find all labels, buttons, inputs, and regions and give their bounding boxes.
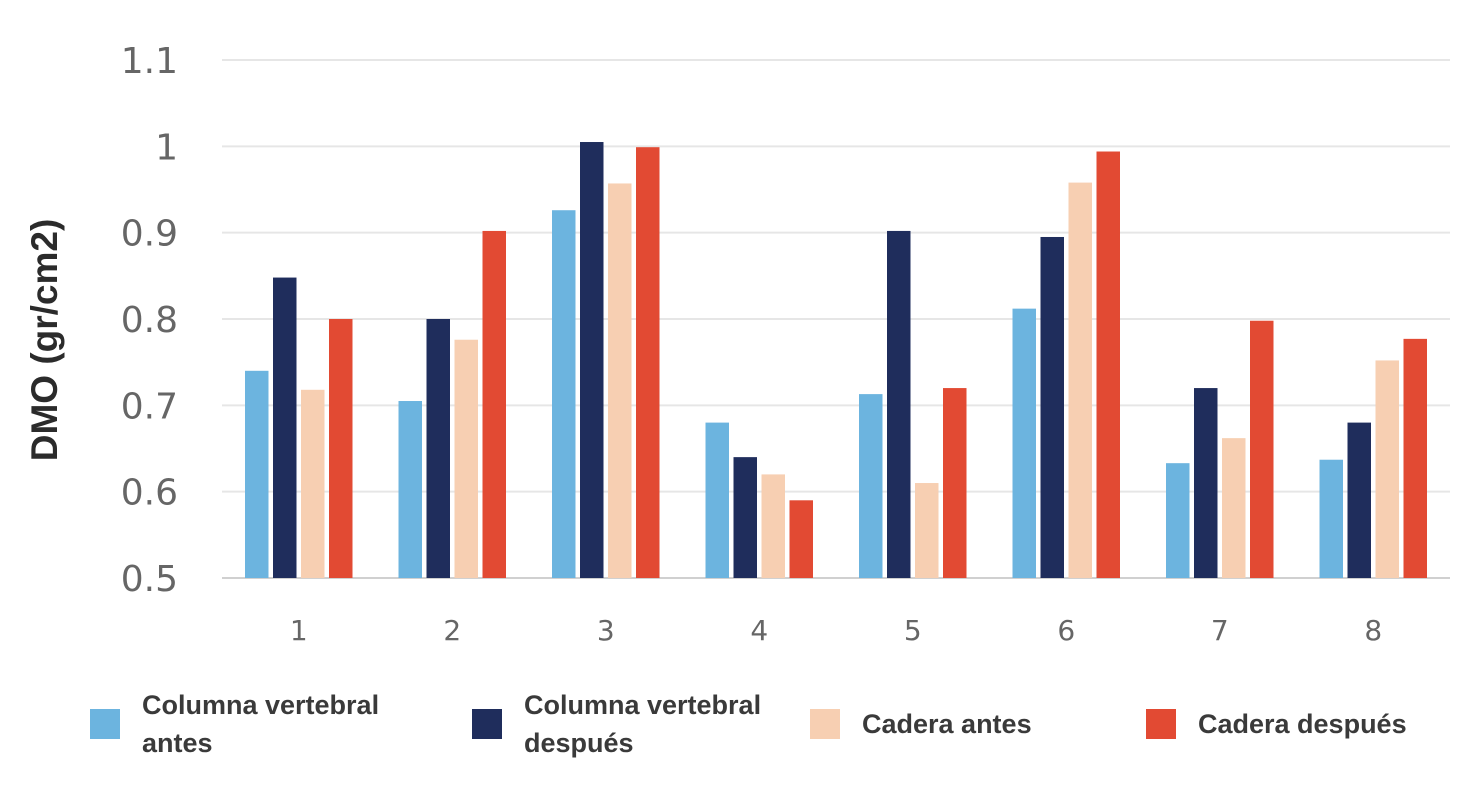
bar-5-series-2 (887, 230, 911, 578)
x-tick-label-8: 8 (1364, 614, 1382, 647)
x-tick-label-1: 1 (290, 614, 308, 647)
y-tick-label-0.6: 0.6 (121, 473, 178, 514)
chart: DMO (gr/cm2) 0.5 0.6 0.7 0.8 0.9 1 1.1 1 2 3 4 5 6 7… (24, 41, 1450, 647)
bar-4-series-1 (705, 422, 729, 578)
y-tick-label-1.1: 1.1 (121, 41, 178, 82)
bar-8-series-4 (1403, 338, 1427, 578)
legend-swatch-columna-despues (472, 709, 502, 739)
bar-3-series-2 (580, 142, 604, 578)
bar-4-series-4 (789, 500, 813, 578)
y-tick-label-0.9: 0.9 (121, 214, 178, 255)
legend-swatch-cadera-antes (810, 709, 840, 739)
bar-1-series-2 (273, 277, 297, 578)
bar-4-series-2 (733, 457, 757, 578)
bar-2-series-3 (454, 339, 478, 578)
bar-7-series-3 (1222, 438, 1246, 578)
bar-3-series-3 (608, 183, 632, 578)
legend-swatch-columna-antes (90, 709, 120, 739)
bar-1-series-4 (329, 319, 353, 578)
legend-item-cadera-antes: Cadera antes (810, 676, 1032, 772)
bar-5-series-4 (943, 388, 967, 578)
legend-item-columna-despues: Columna vertebral después (472, 676, 809, 772)
y-tick-label-0.8: 0.8 (121, 300, 178, 341)
legend-label-columna-despues: Columna vertebral después (524, 690, 762, 758)
bar-3-series-4 (636, 147, 660, 579)
bar-4-series-3 (761, 474, 785, 578)
bar-8-series-3 (1375, 360, 1399, 578)
y-tick-label-0.7: 0.7 (121, 386, 178, 427)
bar-6-series-1 (1012, 308, 1036, 578)
x-tick-label-7: 7 (1211, 614, 1229, 647)
y-axis-ticks: 0.5 0.6 0.7 0.8 0.9 1 1.1 (121, 41, 178, 600)
bar-7-series-2 (1194, 388, 1218, 578)
x-tick-label-2: 2 (443, 614, 461, 647)
legend-label-columna-antes: Columna vertebral antes (142, 690, 380, 758)
x-axis-ticks: 1 2 3 4 5 6 7 8 (290, 614, 1382, 647)
bar-5-series-3 (915, 483, 939, 578)
legend-label-cadera-despues: Cadera después (1198, 709, 1407, 739)
bar-5-series-1 (859, 394, 883, 578)
legend-item-cadera-despues: Cadera después (1146, 676, 1407, 772)
bar-2-series-4 (482, 230, 506, 578)
bars (245, 142, 1427, 579)
x-tick-label-5: 5 (904, 614, 922, 647)
legend: Columna vertebral antes Columna vertebra… (0, 676, 1482, 786)
y-axis-label: DMO (gr/cm2) (24, 219, 65, 462)
bar-6-series-2 (1040, 236, 1064, 578)
bar-7-series-4 (1250, 320, 1274, 578)
legend-label-cadera-antes: Cadera antes (862, 709, 1032, 739)
bar-7-series-1 (1166, 463, 1190, 578)
legend-item-columna-antes: Columna vertebral antes (90, 676, 427, 772)
y-tick-label-1: 1 (155, 127, 178, 168)
bar-1-series-3 (301, 389, 325, 578)
bar-3-series-1 (552, 210, 576, 578)
x-tick-label-4: 4 (750, 614, 768, 647)
bar-1-series-1 (245, 370, 269, 578)
bar-6-series-3 (1068, 182, 1092, 579)
x-tick-label-6: 6 (1057, 614, 1075, 647)
x-tick-label-3: 3 (597, 614, 615, 647)
y-tick-label-0.5: 0.5 (121, 559, 178, 600)
bar-8-series-1 (1319, 459, 1343, 578)
bar-2-series-1 (398, 401, 422, 578)
bar-2-series-2 (426, 319, 450, 578)
bar-8-series-2 (1347, 422, 1371, 578)
bar-6-series-4 (1096, 151, 1120, 578)
legend-swatch-cadera-despues (1146, 709, 1176, 739)
